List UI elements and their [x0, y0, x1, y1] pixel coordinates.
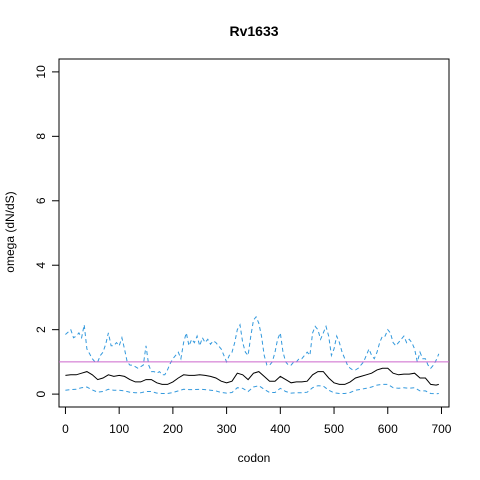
plot-frame [58, 58, 450, 408]
x-tick-label: 100 [109, 422, 129, 436]
chart-title: Rv1633 [229, 23, 278, 39]
x-tick-label: 600 [378, 422, 398, 436]
upper-line [65, 315, 440, 376]
y-tick-label: 2 [34, 326, 48, 333]
x-tick-label: 200 [163, 422, 183, 436]
x-axis-label: codon [238, 451, 271, 465]
y-tick-label: 10 [34, 65, 48, 79]
x-tick-label: 500 [324, 422, 344, 436]
x-tick-label: 0 [62, 422, 69, 436]
x-tick-label: 300 [217, 422, 237, 436]
x-tick-label: 400 [270, 422, 290, 436]
y-tick-label: 0 [34, 390, 48, 397]
y-tick-label: 6 [34, 197, 48, 204]
y-axis: 0 2 4 6 8 10 [34, 65, 60, 397]
y-tick-label: 4 [34, 262, 48, 269]
lower-line [65, 383, 439, 395]
x-tick-label: 700 [431, 422, 451, 436]
y-axis-label: omega (dN/dS) [3, 191, 17, 272]
estimate-line [65, 367, 439, 386]
y-tick-label: 8 [34, 133, 48, 140]
x-axis: 0 100 200 300 400 500 600 700 [62, 406, 452, 436]
plot-area [59, 315, 449, 395]
